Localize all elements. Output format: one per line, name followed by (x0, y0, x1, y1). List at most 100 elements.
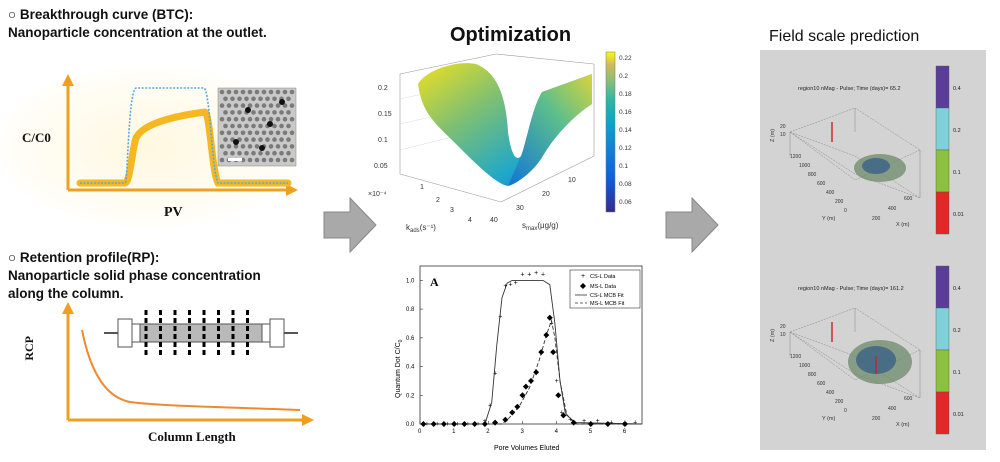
svg-text:3: 3 (450, 207, 454, 214)
ms-l-data-point (538, 349, 545, 356)
colorbar-tick-label: 0.1 (619, 163, 628, 170)
nanoparticle (275, 89, 281, 95)
cs-l-fit-line (420, 279, 643, 425)
x-tick-label: 600 (904, 396, 913, 402)
snapshot-caption: region10 nMag - Pulse; Time (days)= 161.… (798, 286, 904, 292)
nanoparticle (289, 116, 295, 122)
field-colorbar-segment (935, 349, 950, 393)
y-tick-label: 800 (808, 172, 817, 178)
arrow-right-icon (302, 414, 314, 426)
kads-axis-label: kads(s⁻¹) (406, 223, 436, 234)
nanoparticle (223, 110, 228, 115)
colorbar (605, 51, 616, 213)
nanoparticle (233, 144, 239, 149)
nanoparticle (233, 130, 239, 136)
ms-l-data-point (440, 421, 447, 427)
btc-subheading: Nanoparticle concentration at the outlet… (8, 25, 267, 40)
nanoparticle (268, 157, 274, 163)
nanoparticle (219, 157, 225, 163)
field-colorbar-label: 0.4 (953, 286, 961, 292)
x-tick-label: 0 (418, 429, 422, 435)
cs-l-data-point: + (425, 421, 429, 428)
nanoparticle (268, 144, 274, 149)
nanoparticle (286, 123, 291, 129)
nanoparticle (254, 103, 260, 108)
z-tick-label: 10 (780, 132, 786, 138)
optimization-title: Optimization (450, 24, 572, 46)
axis-x-label: X (m) (896, 222, 910, 228)
panel-label: A (430, 275, 439, 289)
field-snapshot-2: region10 nMag - Pulse; Time (days)= 161.… (770, 265, 964, 435)
nanoparticle (279, 123, 284, 129)
svg-text:30: 30 (516, 205, 524, 212)
axis-z-label: Z (m) (770, 129, 776, 142)
ms-l-data-point (570, 419, 577, 426)
svg-text:20: 20 (542, 191, 550, 198)
nanoparticle (258, 123, 263, 129)
axis-y-label: Y (m) (822, 416, 836, 422)
x-tick-label: 400 (888, 406, 897, 412)
nanoparticle (223, 137, 228, 142)
rp-heading: ○ Retention profile(RP): (8, 250, 160, 265)
field-colorbar-label: 0.4 (953, 86, 961, 92)
cs-l-data-point: + (445, 421, 449, 428)
colorbar-tick-label: 0.08 (619, 181, 632, 188)
ms-l-data-point (420, 421, 427, 427)
nanoparticle (230, 110, 235, 115)
ms-l-data-point (587, 421, 594, 427)
ms-l-data-point (514, 403, 521, 410)
cs-l-data-point: + (582, 418, 586, 425)
cs-l-data-point: + (509, 282, 513, 289)
y-tick-label: 600 (817, 381, 826, 387)
y-tick-label: 200 (835, 399, 844, 405)
svg-text:0.2: 0.2 (378, 85, 388, 92)
nanoparticle (237, 123, 242, 129)
svg-text:0.05: 0.05 (374, 163, 388, 170)
column-diagram (104, 310, 298, 356)
nanoparticle (275, 103, 281, 108)
field-snapshot-1: region10 nMag - Pulse; Time (days)= 65.2… (770, 65, 964, 235)
arrow-right-icon (323, 196, 377, 254)
ms-l-data-point (604, 421, 611, 427)
field-colorbar-segment (935, 307, 950, 351)
field-colorbar-segment (935, 265, 950, 309)
ms-l-data-point (509, 409, 516, 416)
nanoparticle (226, 103, 232, 108)
btc-fit-chart: A 0 1 2 3 4 5 60.00.20.40.60.81.0+ + + + + +++++ + ++… (395, 265, 643, 452)
domain-box (789, 107, 921, 181)
nanoparticle (247, 157, 253, 163)
nanoparticle (258, 96, 263, 102)
colorbar-tick-label: 0.22 (619, 55, 632, 62)
x-tick-label: 2 (486, 429, 490, 435)
ms-l-data-point (546, 314, 553, 321)
nanoparticle (240, 89, 246, 95)
nanoparticle (244, 96, 249, 102)
ms-l-data-point (430, 421, 437, 427)
btc-blue-curve (80, 87, 288, 184)
cs-l-data-point: + (633, 420, 637, 427)
btc-schematic (0, 67, 300, 227)
ms-l-data-point (519, 392, 526, 399)
cs-l-data-point: + (466, 421, 470, 428)
ms-l-data-point (528, 377, 534, 384)
cs-l-data-point: + (493, 371, 497, 378)
nanoparticle (289, 144, 295, 149)
nanoparticle (254, 89, 260, 95)
y-tick-label: 200 (835, 199, 844, 205)
cs-l-data-point: + (541, 272, 545, 279)
y-tick-label: 0.4 (406, 365, 415, 371)
nanoparticle (251, 123, 256, 129)
cs-l-data-point: + (435, 421, 439, 428)
cs-l-data-point: + (534, 270, 538, 277)
x-tick-label: 6 (623, 429, 627, 435)
tem-scale-bar (228, 158, 242, 161)
field-colorbar-segment (935, 391, 950, 435)
ms-l-data-point (543, 331, 550, 338)
svg-text:0.1: 0.1 (378, 137, 388, 144)
nanoparticle-dark (259, 145, 265, 151)
svg-text:40: 40 (490, 217, 498, 224)
cs-l-data-point: + (609, 420, 613, 427)
ms-l-data-point (560, 412, 567, 419)
rp-decay-curve (81, 329, 301, 411)
y-tick-label: 400 (826, 190, 835, 196)
